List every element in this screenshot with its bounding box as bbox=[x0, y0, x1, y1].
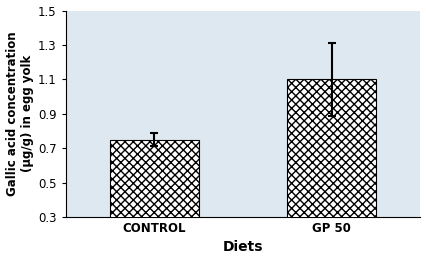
Bar bbox=[288, 79, 376, 260]
Y-axis label: Gallic acid concentration
(µg/g) in egg yolk: Gallic acid concentration (µg/g) in egg … bbox=[6, 31, 34, 196]
X-axis label: Diets: Diets bbox=[223, 240, 263, 255]
Bar bbox=[110, 140, 199, 260]
